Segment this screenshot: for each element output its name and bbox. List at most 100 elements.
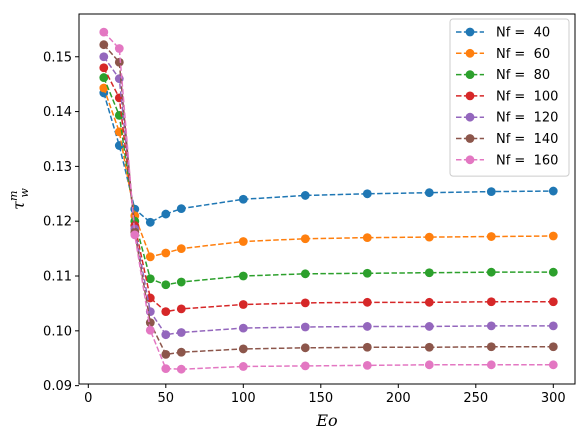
data-point (238, 323, 248, 333)
legend-item: Nf = 160 (456, 153, 558, 168)
legend-item: Nf = 40 (456, 26, 550, 41)
series-7 (99, 27, 558, 374)
data-point (99, 63, 109, 73)
data-point (300, 361, 310, 371)
data-point (238, 194, 248, 204)
data-point (362, 360, 372, 370)
x-tick-label: 100 (231, 391, 256, 406)
data-point (300, 269, 310, 279)
data-point (486, 321, 496, 331)
data-point (424, 188, 434, 198)
legend-label: Nf = 80 (496, 68, 550, 83)
data-point (161, 364, 171, 374)
data-point (114, 44, 124, 53)
data-point (161, 248, 171, 258)
data-point (145, 325, 155, 335)
data-point (362, 189, 372, 199)
legend-marker (465, 48, 475, 58)
legend-item: Nf = 120 (456, 111, 558, 126)
data-point (238, 237, 248, 246)
data-point (176, 304, 186, 314)
y-axis-label-superscript: m (7, 191, 20, 201)
legend-label: Nf = 40 (496, 26, 550, 41)
data-point (176, 364, 186, 374)
data-point (99, 83, 109, 93)
data-point (424, 360, 434, 370)
legend-marker (465, 27, 475, 37)
legend-marker (465, 134, 475, 143)
series-1 (99, 88, 558, 227)
ticks-layer: 0 50 100 150 200 250 300 0.09 0.10 0.11 0.12 0.13 0.… (43, 50, 566, 406)
data-point (362, 268, 372, 278)
y-tick-label: 0.14 (43, 105, 72, 120)
data-point (238, 300, 248, 309)
y-tick-label: 0.13 (43, 160, 72, 175)
data-point (300, 298, 310, 308)
legend-marker (465, 70, 475, 79)
data-point (548, 231, 558, 241)
data-point (486, 342, 496, 352)
data-point (486, 187, 496, 197)
data-point (161, 209, 171, 219)
legend-item: Nf = 60 (456, 47, 550, 62)
legend-marker (465, 112, 475, 122)
data-point (486, 267, 496, 277)
data-point (99, 40, 109, 50)
x-tick-label: 50 (158, 391, 175, 406)
y-tick-label: 0.10 (43, 324, 72, 339)
axes-frame (78, 13, 576, 385)
data-point (176, 244, 186, 254)
x-tick-label: 250 (463, 391, 488, 406)
legend-label: Nf = 140 (496, 132, 558, 147)
data-point (176, 204, 186, 213)
data-point (99, 27, 109, 37)
data-point (424, 232, 434, 242)
data-point (424, 342, 434, 352)
data-point (424, 297, 434, 307)
x-tick-label: 150 (308, 391, 333, 406)
series-layer (99, 27, 558, 374)
data-point (130, 230, 140, 240)
legend-label: Nf = 160 (496, 153, 558, 168)
data-point (161, 330, 171, 340)
data-point (300, 343, 310, 353)
data-point (362, 322, 372, 331)
data-point (424, 322, 434, 331)
data-point (99, 52, 109, 62)
legend-item: Nf = 80 (456, 68, 550, 83)
series-line (103, 67, 554, 313)
data-point (300, 322, 310, 332)
series-line (103, 92, 554, 224)
y-axis-label-subscript: w (18, 188, 31, 198)
x-tick-label: 200 (386, 391, 411, 406)
data-point (99, 73, 109, 82)
data-point (486, 297, 496, 307)
data-point (300, 234, 310, 244)
data-point (486, 360, 496, 370)
data-point (548, 186, 558, 196)
data-point (161, 280, 171, 290)
legend-marker (465, 155, 475, 165)
data-point (548, 321, 558, 331)
data-point (362, 342, 372, 352)
legend: Nf = 40 Nf = 60 Nf = 80 Nf = 100 Nf = 120 Nf … (449, 18, 570, 177)
data-point (145, 252, 155, 262)
data-point (362, 233, 372, 243)
legend-label: Nf = 100 (496, 89, 558, 104)
x-axis-label: Eo (315, 411, 337, 430)
data-point (300, 191, 310, 200)
data-point (424, 268, 434, 278)
data-point (548, 297, 558, 307)
series-line (103, 44, 554, 356)
y-tick-label: 0.15 (43, 50, 72, 65)
x-tick-label: 300 (541, 391, 566, 406)
data-point (548, 267, 558, 277)
data-point (161, 307, 171, 317)
series-line (103, 31, 554, 370)
data-point (548, 360, 558, 370)
y-tick-label: 0.12 (43, 215, 72, 230)
data-point (114, 57, 124, 67)
data-point (176, 347, 186, 357)
legend-marker (465, 91, 475, 101)
